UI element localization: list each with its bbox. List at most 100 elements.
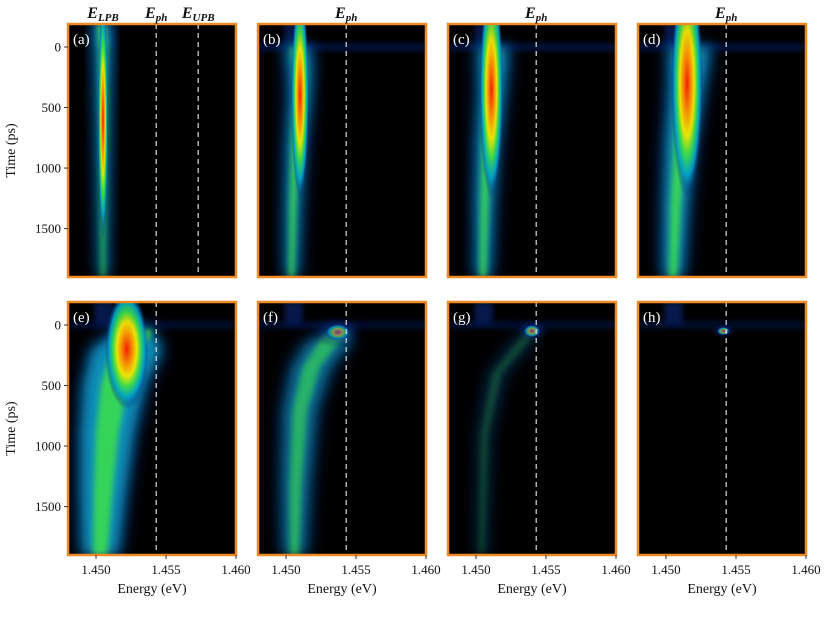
panel-frame xyxy=(256,300,428,557)
panel-label: (h) xyxy=(643,310,661,326)
emission-hotspot xyxy=(104,302,149,410)
panel-label: (f) xyxy=(263,310,278,326)
header-symbol: E xyxy=(86,5,98,22)
panel-a: (a) 0 500 1000 1500 Time (ps) xyxy=(4,22,238,279)
y-tick-label: 500 xyxy=(42,378,62,393)
header-symbol: E xyxy=(524,5,536,22)
heatmap-emission xyxy=(448,24,616,277)
x-tick-label: 1.455 xyxy=(721,562,750,577)
heatmap-emission xyxy=(448,302,616,555)
heatmap-emission xyxy=(258,24,426,277)
panel-background xyxy=(638,24,806,277)
x-tick-label: 1.450 xyxy=(461,562,490,577)
panel-h: (h) 1.450 1.455 1.460 Energy (eV) xyxy=(636,300,821,597)
panel-label: (b) xyxy=(263,32,281,48)
header-subscript: UPB xyxy=(193,12,215,24)
header-symbol: E xyxy=(714,5,726,22)
panel-label: (e) xyxy=(73,310,90,326)
x-tick-label: 1.450 xyxy=(651,562,680,577)
hotspot-halo xyxy=(514,319,550,344)
y-axis-label: Time (ps) xyxy=(4,401,19,456)
x-tick-label: 1.455 xyxy=(151,562,180,577)
panel-label: (c) xyxy=(453,32,470,48)
panel-f: (f) 1.450 1.455 1.460 Energy (eV) xyxy=(256,300,441,597)
x-tick-label: 1.460 xyxy=(601,562,630,577)
x-tick-label: 1.455 xyxy=(531,562,560,577)
panel-label: (d) xyxy=(643,32,661,48)
heatmap-emission xyxy=(258,302,426,555)
y-tick-label: 1000 xyxy=(35,439,61,454)
y-tick-label: 1000 xyxy=(35,161,61,176)
emission-hotspot xyxy=(98,24,108,240)
header-subscript: ph xyxy=(345,12,358,24)
header-symbol: E xyxy=(334,5,346,22)
panel-e: (e) 0 500 1000 1500 Time (ps) 1.450 1.455 1.460 E… xyxy=(4,300,251,597)
panel-background xyxy=(638,302,806,555)
energy-header-ph: Eph xyxy=(144,5,167,24)
energy-header-upb: EUPB xyxy=(181,5,215,24)
x-tick-label: 1.460 xyxy=(221,562,250,577)
y-axis-label: Time (ps) xyxy=(4,123,19,178)
y-tick-label: 500 xyxy=(42,100,62,115)
x-tick-label: 1.455 xyxy=(341,562,370,577)
header-subscript: ph xyxy=(155,12,168,24)
header-symbol: E xyxy=(144,5,156,22)
x-tick-label: 1.460 xyxy=(791,562,820,577)
panel-d: (d) xyxy=(636,22,808,279)
panels-root: (a) 0 500 1000 1500 Time (ps) (b) (c) (d) (e) 0 500… xyxy=(4,22,821,597)
panel-background xyxy=(448,24,616,277)
panel-frame xyxy=(66,300,238,557)
panel-label: (a) xyxy=(73,32,90,48)
ridge-core xyxy=(479,331,538,555)
pulse-line xyxy=(638,43,806,51)
ridge-core xyxy=(93,329,153,555)
header-subscript: ph xyxy=(535,12,548,24)
y-tick-label: 0 xyxy=(55,318,62,333)
panel-frame xyxy=(256,22,428,279)
pulse-line xyxy=(448,43,616,51)
x-axis-label: Energy (eV) xyxy=(497,582,567,597)
x-tick-label: 1.450 xyxy=(271,562,300,577)
energy-header-ph: Eph xyxy=(714,5,737,24)
header-subscript: LPB xyxy=(97,12,119,24)
hotspot-halo xyxy=(311,316,365,349)
y-tick-label: 1500 xyxy=(35,221,61,236)
header-subscript: ph xyxy=(725,12,738,24)
energy-header-ph: Eph xyxy=(524,5,547,24)
emission-hotspot xyxy=(479,24,504,200)
heatmap-emission xyxy=(638,24,806,277)
panel-label: (g) xyxy=(453,310,471,326)
panel-background xyxy=(258,24,426,277)
heatmap-emission xyxy=(93,24,113,277)
pulse-line xyxy=(258,43,426,51)
emission-hotspot xyxy=(671,24,703,199)
energy-headers: ELPB Eph EUPB Eph Eph Eph xyxy=(86,5,737,24)
y-tick-label: 1500 xyxy=(35,499,61,514)
panel-c: (c) xyxy=(446,22,618,279)
panel-frame xyxy=(446,300,618,557)
panel-frame xyxy=(66,22,238,279)
x-tick-label: 1.450 xyxy=(81,562,110,577)
panel-background xyxy=(68,24,236,277)
energy-header-ph: Eph xyxy=(334,5,357,24)
header-symbol: E xyxy=(181,5,193,22)
panel-b: (b) xyxy=(256,22,428,279)
y-tick-label: 0 xyxy=(55,40,62,55)
emission-hotspot xyxy=(291,24,309,201)
panel-frame xyxy=(636,300,808,557)
x-axis-label: Energy (eV) xyxy=(117,582,187,597)
x-axis-label: Energy (eV) xyxy=(687,582,757,597)
heatmap-emission xyxy=(68,302,236,555)
ridge-core xyxy=(289,332,351,555)
energy-header-lpb: ELPB xyxy=(86,5,118,24)
heatmap-emission xyxy=(638,302,806,340)
x-tick-label: 1.460 xyxy=(411,562,440,577)
prepulse-glow xyxy=(474,302,493,325)
panel-frame xyxy=(636,22,808,279)
prepulse-glow xyxy=(664,302,683,325)
pulse-line xyxy=(68,321,236,329)
prepulse-glow xyxy=(284,302,303,325)
hotspot-halo xyxy=(710,323,737,340)
panel-background xyxy=(448,302,616,555)
